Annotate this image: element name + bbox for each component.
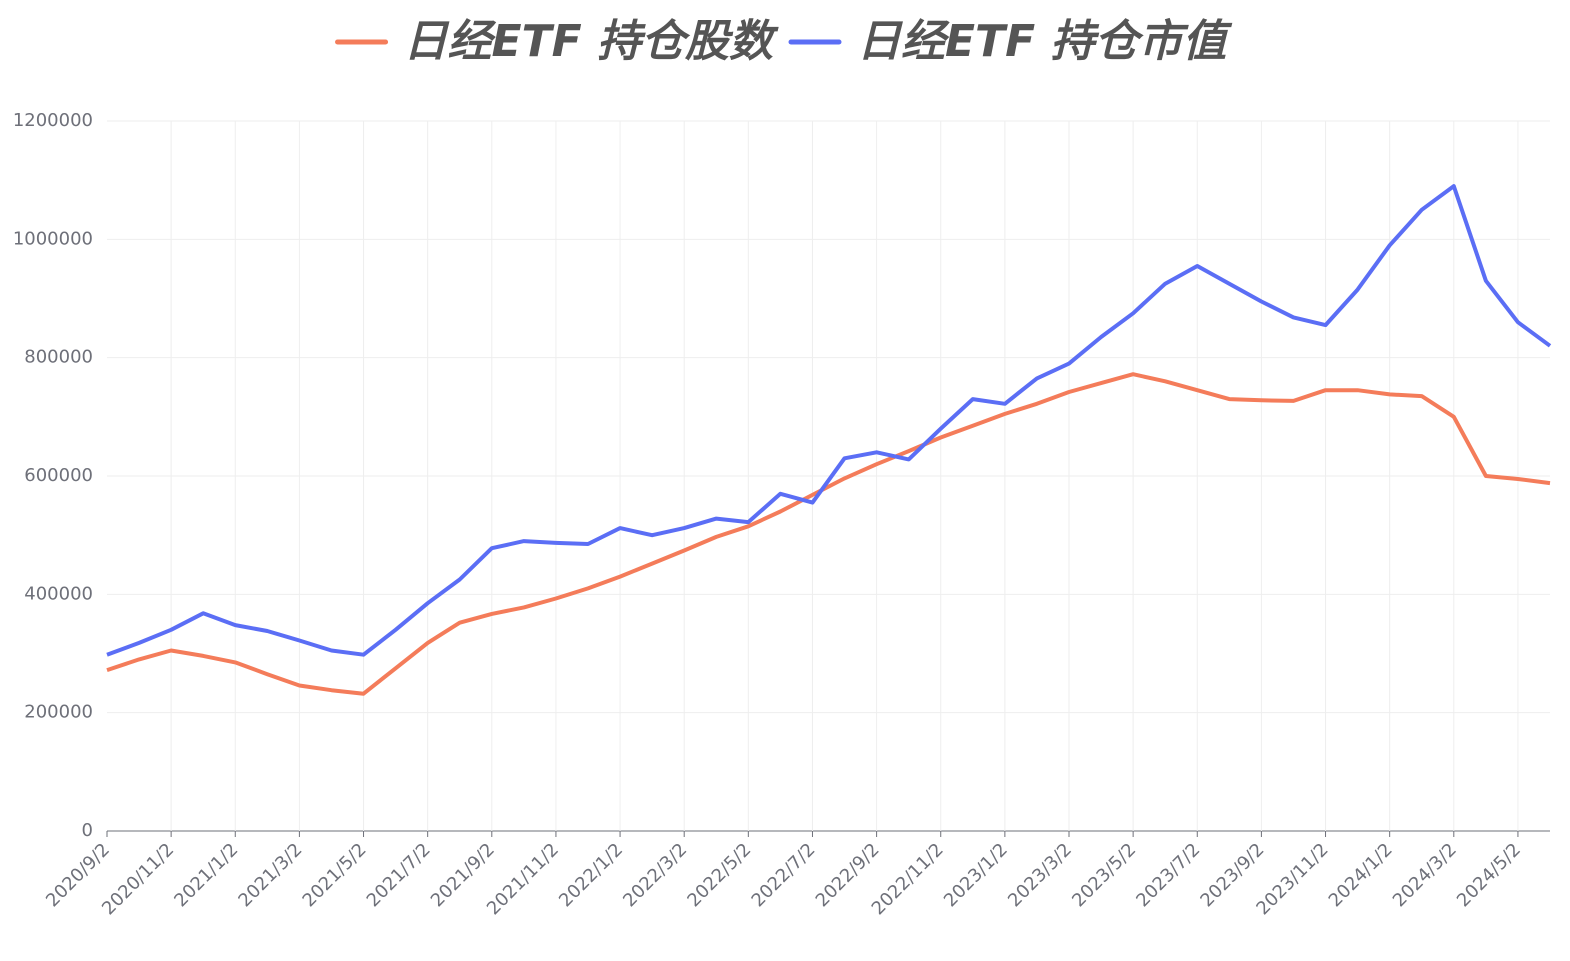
series-line [106, 184, 1552, 657]
y-tick-label: 0 [82, 820, 93, 841]
series-line [106, 372, 1551, 696]
legend-label: 日经ETF 持仓市值 [857, 16, 1232, 67]
x-tick-label: 2022/3/2 [619, 839, 691, 911]
x-tick-label: 2021/7/2 [363, 839, 435, 911]
y-tick-label: 800000 [24, 347, 93, 368]
x-tick-label: 2022/1/2 [555, 839, 627, 911]
x-tick-label: 2021/3/2 [234, 839, 306, 911]
legend: 日经ETF 持仓股数 日经ETF 持仓市值 [335, 16, 1232, 67]
y-tick-label: 400000 [24, 583, 93, 604]
x-tick-label: 2022/5/2 [683, 839, 755, 911]
y-tick-label: 600000 [24, 465, 93, 486]
x-tick-label: 2023/3/2 [1004, 839, 1076, 911]
x-tick-label: 2022/7/2 [748, 839, 820, 911]
legend-label: 日经ETF 持仓股数 [404, 16, 779, 67]
x-tick-label: 2023/1/2 [940, 839, 1012, 911]
x-tick-label: 2023/5/2 [1068, 839, 1140, 911]
x-tick-label: 2021/5/2 [299, 839, 371, 911]
y-tick-label: 1000000 [13, 228, 93, 249]
x-tick-label: 2024/1/2 [1325, 839, 1397, 911]
x-tick-label: 2024/5/2 [1453, 839, 1525, 911]
y-tick-label: 1200000 [13, 110, 93, 131]
x-tick-label: 2023/7/2 [1132, 839, 1204, 911]
x-tick-label: 2024/3/2 [1389, 839, 1461, 911]
y-tick-label: 200000 [24, 702, 93, 723]
x-tick-label: 2021/1/2 [170, 839, 242, 911]
